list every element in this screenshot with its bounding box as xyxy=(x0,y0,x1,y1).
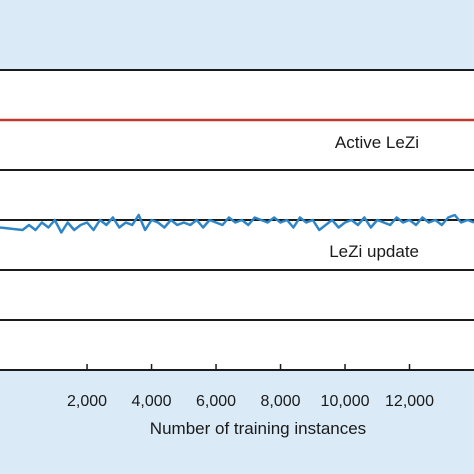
annotation-lezi-update: LeZi update xyxy=(329,242,419,261)
x-tick-label: 4,000 xyxy=(132,393,172,410)
x-tick-label: 10,000 xyxy=(321,393,370,410)
x-tick-label: 12,000 xyxy=(385,393,434,410)
series-line-lezi-update xyxy=(0,213,474,234)
x-axis-title: Number of training instances xyxy=(150,419,366,438)
annotation-active-lezi: Active LeZi xyxy=(335,133,419,152)
x-tick-label: 2,000 xyxy=(67,393,107,410)
x-tick-label: 8,000 xyxy=(261,393,301,410)
x-tick-label: 6,000 xyxy=(196,393,236,410)
